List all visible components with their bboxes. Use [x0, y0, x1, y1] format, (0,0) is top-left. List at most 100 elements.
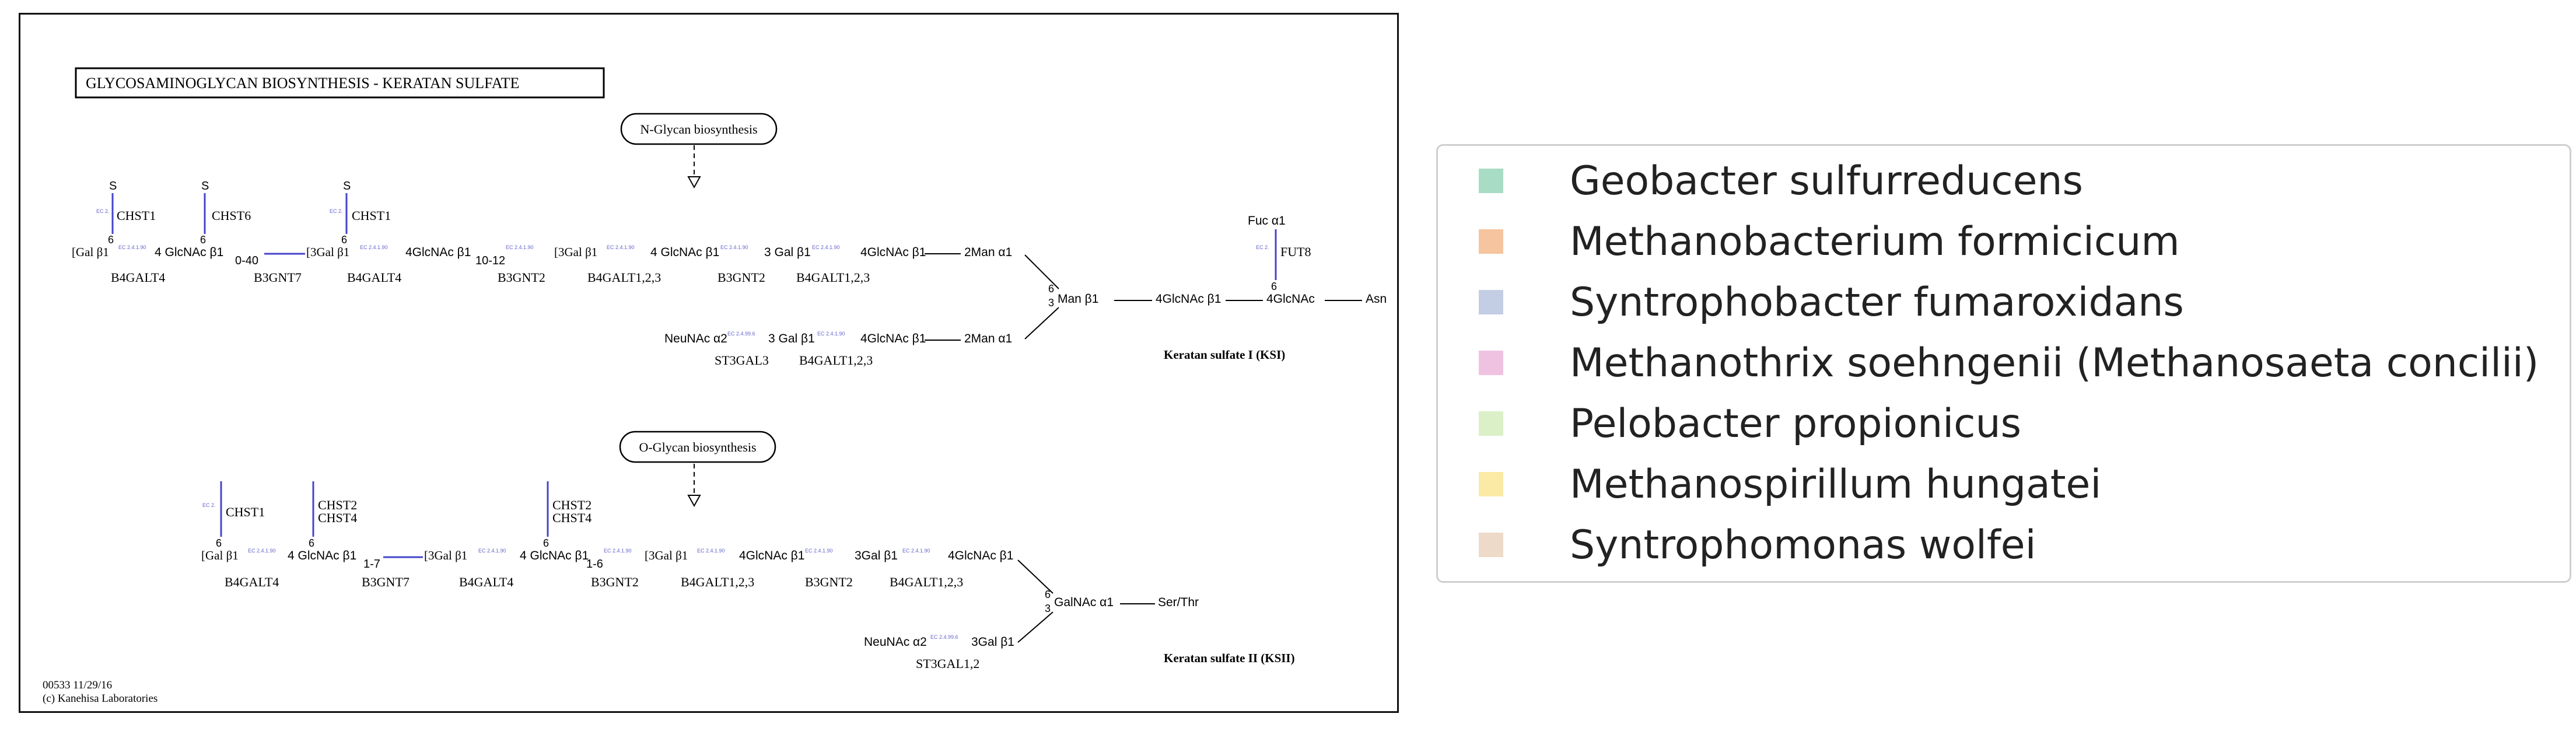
residue: 4GlcNAc β1	[405, 246, 471, 259]
ec-tag[interactable]: EC 2.4.1.90	[902, 548, 930, 554]
enzyme-st3gal3[interactable]: ST3GAL3	[715, 353, 769, 368]
enzyme-b4galt4[interactable]: B4GALT4	[225, 575, 279, 589]
ec-tag[interactable]: EC 2.4.1.90	[478, 548, 506, 554]
legend-swatch	[1479, 290, 1503, 314]
residue: [Gal β1	[201, 548, 239, 562]
enzyme-b4galt123[interactable]: B4GALT1,2,3	[587, 270, 661, 285]
legend-swatch	[1479, 229, 1503, 254]
map-title-box	[75, 67, 605, 99]
linkage-6: 6	[200, 234, 206, 246]
ec-tag[interactable]: EC 2.4.99.6	[727, 331, 755, 337]
ec-tag[interactable]: EC 2.4.99.6	[930, 634, 958, 640]
enzyme-b4galt123[interactable]: B4GALT1,2,3	[796, 270, 870, 285]
residue: 4GlcNAc β1	[948, 549, 1013, 562]
n-glycan-link-label[interactable]: N-Glycan biosynthesis	[640, 122, 757, 137]
ksii-chain: EC 2. CHST1 6 CHST2 CHST4 6 CHST2 CHST4 …	[201, 481, 1295, 671]
copyright: (c) Kanehisa Laboratories	[43, 692, 158, 705]
linkage-6: 6	[1048, 283, 1054, 295]
ec-tag[interactable]: EC 2.4.1.90	[805, 548, 833, 554]
linkage-3: 3	[1048, 297, 1054, 309]
ec-tag[interactable]: EC 2.4.1.90	[118, 244, 146, 250]
enzyme-chst4[interactable]: CHST4	[318, 510, 357, 525]
linkage-6: 6	[543, 537, 549, 549]
ec-tag[interactable]: EC 2.4.1.90	[607, 244, 635, 250]
residue: [Gal β1	[72, 245, 109, 259]
ec-tag[interactable]: EC 2.4.1.90	[506, 244, 534, 250]
sulfate-label: S	[343, 180, 351, 193]
legend-swatch	[1479, 533, 1503, 557]
residue: NeuNAc α2	[664, 332, 727, 345]
ec-tag[interactable]: EC 2.4.1.90	[720, 244, 748, 250]
repeat-count: 1-6	[586, 558, 603, 571]
ec-tag[interactable]: EC 2.4.1.90	[360, 244, 388, 250]
enzyme-chst2[interactable]: CHST2	[552, 498, 592, 512]
residue: Man β1	[1058, 292, 1098, 306]
repeat-count: 10-12	[475, 254, 505, 267]
enzyme-b4galt4[interactable]: B4GALT4	[459, 575, 513, 589]
enzyme-b4galt4[interactable]: B4GALT4	[111, 270, 165, 285]
residue: 2Man α1	[964, 332, 1012, 345]
residue: 4 GlcNAc β1	[288, 549, 356, 562]
enzyme-chst2[interactable]: CHST2	[318, 498, 357, 512]
residue: [3Gal β1	[306, 245, 349, 259]
legend-label: Geobacter sulfurreducens	[1570, 158, 2083, 204]
linkage-6: 6	[1271, 281, 1277, 292]
enzyme-b4galt123[interactable]: B4GALT1,2,3	[681, 575, 754, 589]
o-glycan-link[interactable]	[619, 431, 776, 463]
n-glycan-link[interactable]	[620, 113, 778, 145]
residue: GalNAc α1	[1054, 596, 1114, 609]
legend-item: Geobacter sulfurreducens	[1479, 158, 2083, 204]
sulfate-label: S	[201, 180, 209, 193]
ec-tag[interactable]: EC 2.4.1.90	[812, 244, 840, 250]
enzyme-b4galt123[interactable]: B4GALT1,2,3	[799, 353, 873, 368]
linkage-3: 3	[1045, 603, 1051, 614]
enzyme-b3gnt7[interactable]: B3GNT7	[362, 575, 410, 589]
enzyme-b3gnt2[interactable]: B3GNT2	[498, 270, 545, 285]
bond	[1017, 559, 1054, 594]
residue: Fuc α1	[1248, 214, 1286, 228]
residue: 3Gal β1	[855, 549, 898, 562]
legend-item: Methanobacterium formicicum	[1479, 218, 2180, 265]
ec-tag[interactable]: EC 2.4.1.90	[604, 548, 632, 554]
legend-label: Pelobacter propionicus	[1570, 400, 2021, 447]
residue: 4GlcNAc β1	[860, 246, 926, 259]
ec-tag[interactable]: EC 2.4.1.90	[248, 548, 276, 554]
legend-item: Methanospirillum hungatei	[1479, 461, 2101, 508]
enzyme-b4galt123[interactable]: B4GALT1,2,3	[890, 575, 963, 589]
o-glycan-arrow-head	[687, 495, 701, 508]
enzyme-chst1[interactable]: CHST1	[117, 208, 156, 223]
enzyme-chst4[interactable]: CHST4	[552, 510, 592, 525]
legend-swatch	[1479, 411, 1503, 436]
residue: 3 Gal β1	[764, 246, 811, 259]
enzyme-b3gnt7[interactable]: B3GNT7	[254, 270, 302, 285]
enzyme-chst1[interactable]: CHST1	[226, 505, 265, 519]
enzyme-b3gnt2[interactable]: B3GNT2	[805, 575, 853, 589]
enzyme-b3gnt2[interactable]: B3GNT2	[718, 270, 765, 285]
enzyme-chst1[interactable]: CHST1	[352, 208, 391, 223]
residue-asn: Asn	[1366, 292, 1387, 306]
enzyme-st3gal12[interactable]: ST3GAL1,2	[916, 656, 979, 671]
ksii-label: Keratan sulfate II (KSII)	[1164, 651, 1295, 665]
residue: [3Gal β1	[554, 245, 597, 259]
residue: 4 GlcNAc β1	[520, 549, 589, 562]
o-glycan-link-label[interactable]: O-Glycan biosynthesis	[639, 440, 756, 454]
legend-item: Syntrophobacter fumaroxidans	[1479, 279, 2184, 326]
sulfate-label: S	[109, 180, 117, 193]
ksi-label: Keratan sulfate I (KSI)	[1164, 348, 1285, 362]
enzyme-fut8[interactable]: FUT8	[1280, 244, 1311, 259]
ec-tag[interactable]: EC 2.4.1.90	[817, 331, 845, 337]
ec-tag: EC 2.	[96, 208, 110, 214]
residue: [3Gal β1	[645, 548, 688, 562]
residue: 3Gal β1	[971, 635, 1014, 649]
residue: [3Gal β1	[424, 548, 467, 562]
enzyme-chst6[interactable]: CHST6	[212, 208, 251, 223]
ksi-chain: S EC 2. CHST1 6 S CHST6 6 S EC 2. CHST1 …	[72, 180, 1387, 368]
enzyme-b4galt4[interactable]: B4GALT4	[347, 270, 401, 285]
legend-item: Pelobacter propionicus	[1479, 400, 2021, 447]
residue: 4GlcNAc	[1266, 292, 1315, 306]
ec-tag[interactable]: EC 2.4.1.90	[697, 548, 725, 554]
residue: NeuNAc α2	[864, 635, 927, 649]
enzyme-b3gnt2[interactable]: B3GNT2	[591, 575, 639, 589]
bond	[1024, 307, 1059, 340]
residue: 4GlcNAc β1	[739, 549, 804, 562]
